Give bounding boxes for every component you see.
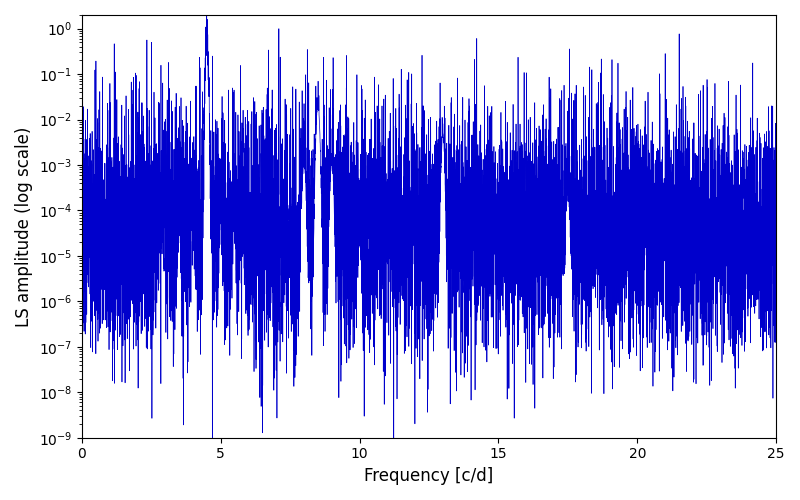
X-axis label: Frequency [c/d]: Frequency [c/d] [364,467,494,485]
Y-axis label: LS amplitude (log scale): LS amplitude (log scale) [15,126,33,326]
